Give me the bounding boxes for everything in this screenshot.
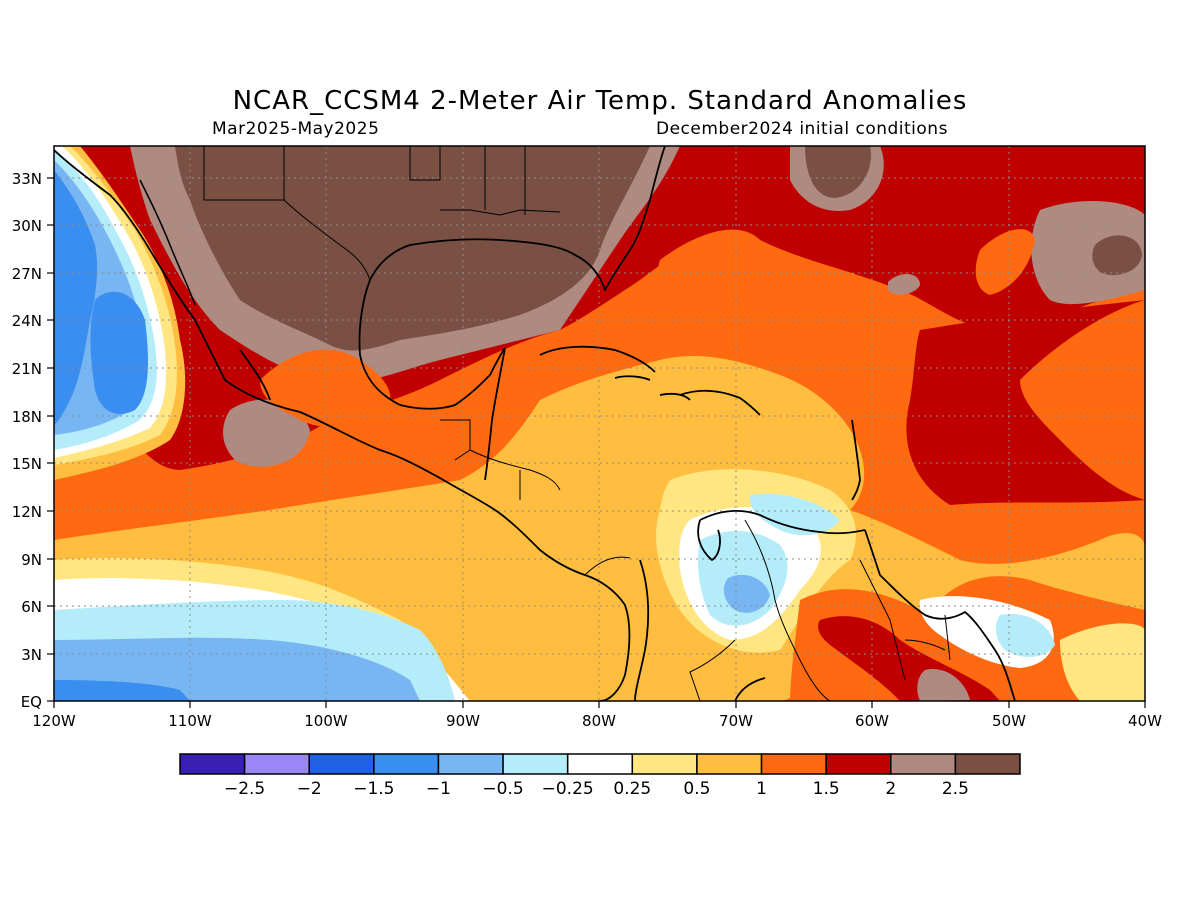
anomaly-region-2-guianas xyxy=(917,669,970,701)
colorbar-label: −0.5 xyxy=(482,779,523,799)
lon-label: 70W xyxy=(719,712,753,730)
lat-label: EQ xyxy=(21,693,42,711)
colorbar-swatch xyxy=(954,753,1021,775)
lat-label: 30N xyxy=(12,217,42,235)
colorbar-swatch xyxy=(179,753,246,775)
lon-label: 60W xyxy=(855,712,889,730)
lat-label: 6N xyxy=(21,598,42,616)
anomaly-region-2p5-us xyxy=(175,146,650,351)
colorbar-swatch xyxy=(373,753,440,775)
anomaly-region-1-central xyxy=(657,229,869,380)
anomaly-region-2p5-atlantic-b xyxy=(1092,235,1142,276)
colorbar-swatch xyxy=(243,753,310,775)
lat-label: 21N xyxy=(12,360,42,378)
anomaly-region-1-east-b xyxy=(1020,300,1145,500)
anomaly-region-2-small xyxy=(888,274,920,295)
map-grid xyxy=(54,146,1145,701)
colorbar-label: 2.5 xyxy=(942,779,969,799)
anomaly-region-1-west xyxy=(260,349,391,428)
colorbar-label: 0.25 xyxy=(613,779,651,799)
colorbar-swatch xyxy=(696,753,763,775)
colorbar-label: 1 xyxy=(756,779,767,799)
colorbar-swatch xyxy=(631,753,698,775)
anomaly-region-0p25-atlantic xyxy=(1060,623,1145,701)
anomaly-shading xyxy=(54,146,1145,701)
chart-title: NCAR_CCSM4 2-Meter Air Temp. Standard An… xyxy=(232,86,968,116)
lat-label: 15N xyxy=(12,455,42,473)
colorbar-label: −1.5 xyxy=(353,779,394,799)
lon-label: 100W xyxy=(304,712,348,730)
colorbar-swatch xyxy=(890,753,957,775)
colorbar-swatch xyxy=(308,753,375,775)
lat-label: 33N xyxy=(12,170,42,188)
lon-label: 120W xyxy=(32,712,76,730)
anomaly-region-minus0p25-caribbean xyxy=(749,493,840,536)
colorbar-swatch xyxy=(566,753,634,775)
lat-label: 27N xyxy=(12,265,42,283)
colorbar-swatch xyxy=(760,753,827,775)
anomaly-region-minus1-baja-a xyxy=(54,170,98,425)
lon-label: 110W xyxy=(168,712,212,730)
forecast-period: Mar2025-May2025 xyxy=(212,119,380,139)
anomaly-region-2-atlantic-b xyxy=(1031,200,1145,305)
coastlines xyxy=(54,146,1016,701)
initial-conditions: December2024 initial conditions xyxy=(656,119,948,139)
anomaly-region-minus1-pacific xyxy=(54,680,190,701)
anomaly-region-1-east-a xyxy=(975,229,1035,295)
colorbar-swatch xyxy=(825,753,892,775)
colorbar-label: −1 xyxy=(426,779,451,799)
anomaly-region-minus0p5-venezuela xyxy=(723,574,770,613)
colorbar-label: 2 xyxy=(885,779,896,799)
lon-label: 40W xyxy=(1128,712,1162,730)
lat-label: 9N xyxy=(21,551,42,569)
colorbar-swatch xyxy=(437,753,504,775)
colorbar: −2.5 −2 −1.5 −1 −0.5 −0.25 0.25 0.5 1 1.5 2 2.5 xyxy=(179,753,1021,799)
longitude-labels: 120W 110W 100W 90W 80W 70W 60W 50W 40W xyxy=(32,712,1162,730)
lon-label: 50W xyxy=(992,712,1026,730)
colorbar-label: 0.5 xyxy=(683,779,710,799)
lat-label: 18N xyxy=(12,408,42,426)
colorbar-label: −0.25 xyxy=(542,779,594,799)
anomaly-region-minus0p25-atlantic xyxy=(995,614,1055,657)
lat-label: 3N xyxy=(21,646,42,664)
colorbar-swatch xyxy=(502,753,569,775)
anomaly-region-2p5-atlantic-a xyxy=(805,146,871,198)
axis-ticks xyxy=(47,177,1146,708)
lat-label: 12N xyxy=(12,503,42,521)
colorbar-label: −2.5 xyxy=(224,779,265,799)
country-borders xyxy=(203,146,951,701)
colorbar-label: −2 xyxy=(297,779,322,799)
lon-label: 90W xyxy=(446,712,480,730)
lon-label: 80W xyxy=(582,712,616,730)
latitude-labels: EQ 3N 6N 9N 12N 15N 18N 21N 24N 27N 30N … xyxy=(12,170,42,711)
colorbar-label: 1.5 xyxy=(813,779,840,799)
anomaly-region-minus1-baja-b xyxy=(90,291,148,414)
lat-label: 24N xyxy=(12,312,42,330)
